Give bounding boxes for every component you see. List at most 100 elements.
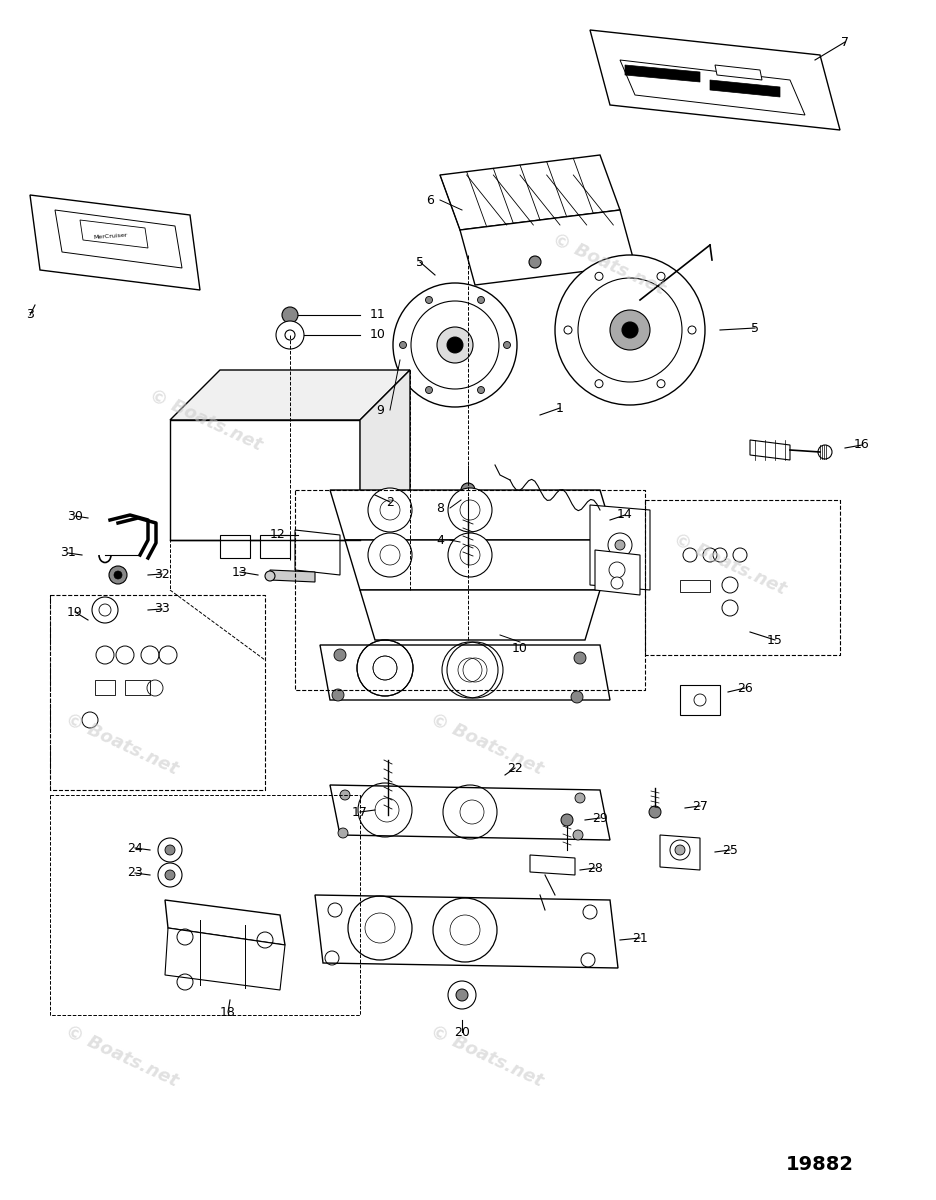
- Polygon shape: [220, 535, 250, 558]
- Polygon shape: [165, 928, 285, 990]
- Text: 5: 5: [416, 256, 424, 269]
- Text: 21: 21: [632, 931, 648, 944]
- Ellipse shape: [265, 571, 275, 581]
- Circle shape: [611, 577, 623, 589]
- Polygon shape: [440, 155, 620, 230]
- Circle shape: [575, 793, 585, 803]
- Circle shape: [477, 296, 485, 304]
- Circle shape: [340, 790, 350, 800]
- Text: 14: 14: [617, 509, 633, 522]
- Circle shape: [688, 326, 696, 334]
- Text: 25: 25: [722, 844, 738, 857]
- Text: 5: 5: [751, 322, 759, 335]
- Circle shape: [368, 488, 412, 532]
- Polygon shape: [710, 80, 780, 97]
- Polygon shape: [80, 220, 148, 248]
- Text: MerCruiser: MerCruiser: [93, 233, 127, 240]
- Circle shape: [561, 814, 573, 826]
- Polygon shape: [715, 65, 762, 80]
- Text: 19882: 19882: [786, 1156, 854, 1175]
- Polygon shape: [295, 530, 340, 575]
- Text: 12: 12: [271, 528, 285, 541]
- Circle shape: [657, 272, 665, 281]
- Polygon shape: [625, 65, 700, 82]
- Text: © Boats.net: © Boats.net: [549, 230, 667, 298]
- Polygon shape: [360, 370, 410, 540]
- Circle shape: [477, 386, 485, 394]
- Circle shape: [657, 379, 665, 388]
- Text: 17: 17: [352, 805, 368, 818]
- Polygon shape: [330, 490, 615, 540]
- Text: 33: 33: [154, 602, 169, 616]
- Circle shape: [393, 283, 517, 407]
- Polygon shape: [345, 540, 615, 590]
- Circle shape: [615, 540, 625, 550]
- Polygon shape: [270, 570, 315, 582]
- Circle shape: [460, 545, 480, 565]
- Polygon shape: [660, 835, 700, 870]
- Text: 27: 27: [692, 799, 708, 812]
- Text: 3: 3: [26, 308, 34, 322]
- Text: 31: 31: [60, 546, 76, 559]
- Circle shape: [380, 545, 400, 565]
- Text: © Boats.net: © Boats.net: [671, 530, 789, 598]
- Polygon shape: [315, 895, 618, 968]
- Circle shape: [460, 500, 480, 520]
- Text: 22: 22: [507, 762, 523, 774]
- Text: 29: 29: [592, 811, 607, 824]
- Polygon shape: [750, 440, 790, 460]
- Polygon shape: [170, 420, 360, 540]
- Circle shape: [504, 342, 510, 348]
- Text: 11: 11: [370, 308, 386, 322]
- Circle shape: [411, 301, 499, 389]
- Circle shape: [608, 533, 632, 557]
- Text: 1: 1: [556, 402, 563, 414]
- Circle shape: [165, 870, 175, 880]
- Polygon shape: [590, 30, 840, 130]
- Text: 8: 8: [436, 502, 444, 515]
- Circle shape: [595, 379, 603, 388]
- Polygon shape: [460, 210, 635, 284]
- Circle shape: [285, 330, 295, 340]
- Text: 2: 2: [386, 496, 394, 509]
- Text: 28: 28: [587, 862, 603, 875]
- Text: 20: 20: [454, 1026, 470, 1038]
- Text: © Boats.net: © Boats.net: [63, 710, 181, 778]
- Polygon shape: [590, 505, 650, 590]
- Circle shape: [578, 278, 682, 382]
- Text: 19: 19: [67, 606, 83, 618]
- Circle shape: [675, 845, 685, 854]
- Circle shape: [574, 652, 586, 664]
- Polygon shape: [620, 60, 805, 115]
- Polygon shape: [360, 590, 600, 640]
- Polygon shape: [170, 370, 410, 420]
- Circle shape: [610, 310, 650, 350]
- Circle shape: [282, 307, 298, 323]
- Text: 13: 13: [232, 565, 248, 578]
- Circle shape: [818, 445, 832, 458]
- Text: 10: 10: [512, 642, 528, 654]
- Text: 16: 16: [855, 438, 870, 451]
- Circle shape: [622, 322, 638, 338]
- Circle shape: [276, 320, 304, 349]
- Circle shape: [649, 806, 661, 818]
- Polygon shape: [165, 900, 285, 946]
- Circle shape: [564, 326, 572, 334]
- Circle shape: [609, 562, 625, 578]
- Text: 6: 6: [426, 193, 434, 206]
- Circle shape: [456, 989, 468, 1001]
- Text: © Boats.net: © Boats.net: [428, 1022, 546, 1090]
- Polygon shape: [680, 685, 720, 715]
- Polygon shape: [320, 646, 610, 700]
- Text: 15: 15: [768, 634, 782, 647]
- Text: © Boats.net: © Boats.net: [63, 1022, 181, 1090]
- Circle shape: [595, 272, 603, 281]
- Circle shape: [380, 500, 400, 520]
- Circle shape: [573, 830, 583, 840]
- Circle shape: [332, 689, 344, 701]
- Circle shape: [461, 482, 475, 497]
- Text: © Boats.net: © Boats.net: [428, 710, 546, 778]
- Circle shape: [529, 256, 541, 268]
- Circle shape: [555, 254, 705, 404]
- Circle shape: [437, 326, 473, 362]
